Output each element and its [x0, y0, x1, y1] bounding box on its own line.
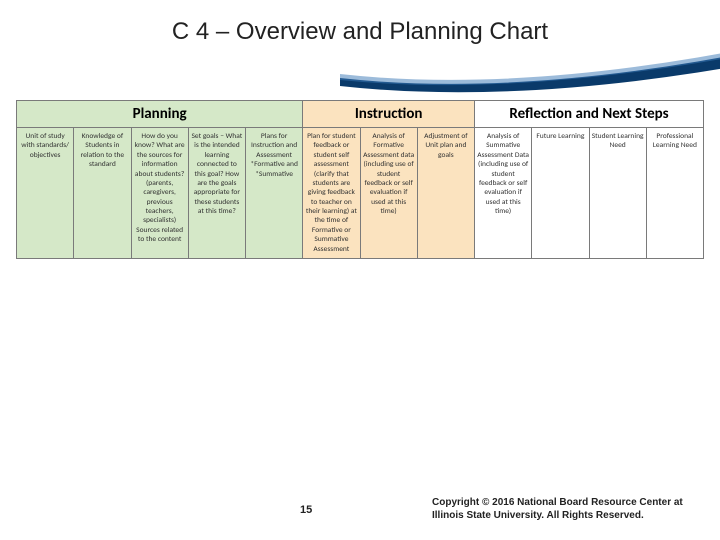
col-cell: Knowledge of Students in relation to the…: [74, 128, 131, 259]
section-reflection: Reflection and Next Steps: [475, 101, 704, 128]
section-instruction: Instruction: [303, 101, 475, 128]
col-cell: Analysis of Summative Assessment Data (i…: [475, 128, 532, 259]
col-cell: Unit of study with standards/ objectives: [17, 128, 74, 259]
page-number: 15: [300, 504, 312, 516]
col-cell: Future Learning: [532, 128, 589, 259]
col-cell: Student Learning Need: [589, 128, 646, 259]
col-cell: Analysis of Formative Assessment data (i…: [360, 128, 417, 259]
col-cell: Plan for student feedback or student sel…: [303, 128, 360, 259]
decorative-swoosh: [340, 40, 720, 100]
col-cell: How do you know? What are the sources fo…: [131, 128, 188, 259]
section-header-row: Planning Instruction Reflection and Next…: [17, 101, 704, 128]
section-planning: Planning: [17, 101, 303, 128]
columns-row: Unit of study with standards/ objectives…: [17, 128, 704, 259]
col-cell: Plans for Instruction and Assessment *Fo…: [246, 128, 303, 259]
copyright-text: Copyright © 2016 National Board Resource…: [432, 496, 692, 522]
header: C 4 – Overview and Planning Chart: [0, 0, 720, 90]
page-title: C 4 – Overview and Planning Chart: [0, 18, 720, 46]
planning-chart: Planning Instruction Reflection and Next…: [16, 100, 704, 259]
planning-table: Planning Instruction Reflection and Next…: [16, 100, 704, 259]
col-cell: Set goals – What is the intended learnin…: [188, 128, 245, 259]
col-cell: Professional Learning Need: [646, 128, 703, 259]
col-cell: Adjustment of Unit plan and goals: [417, 128, 474, 259]
